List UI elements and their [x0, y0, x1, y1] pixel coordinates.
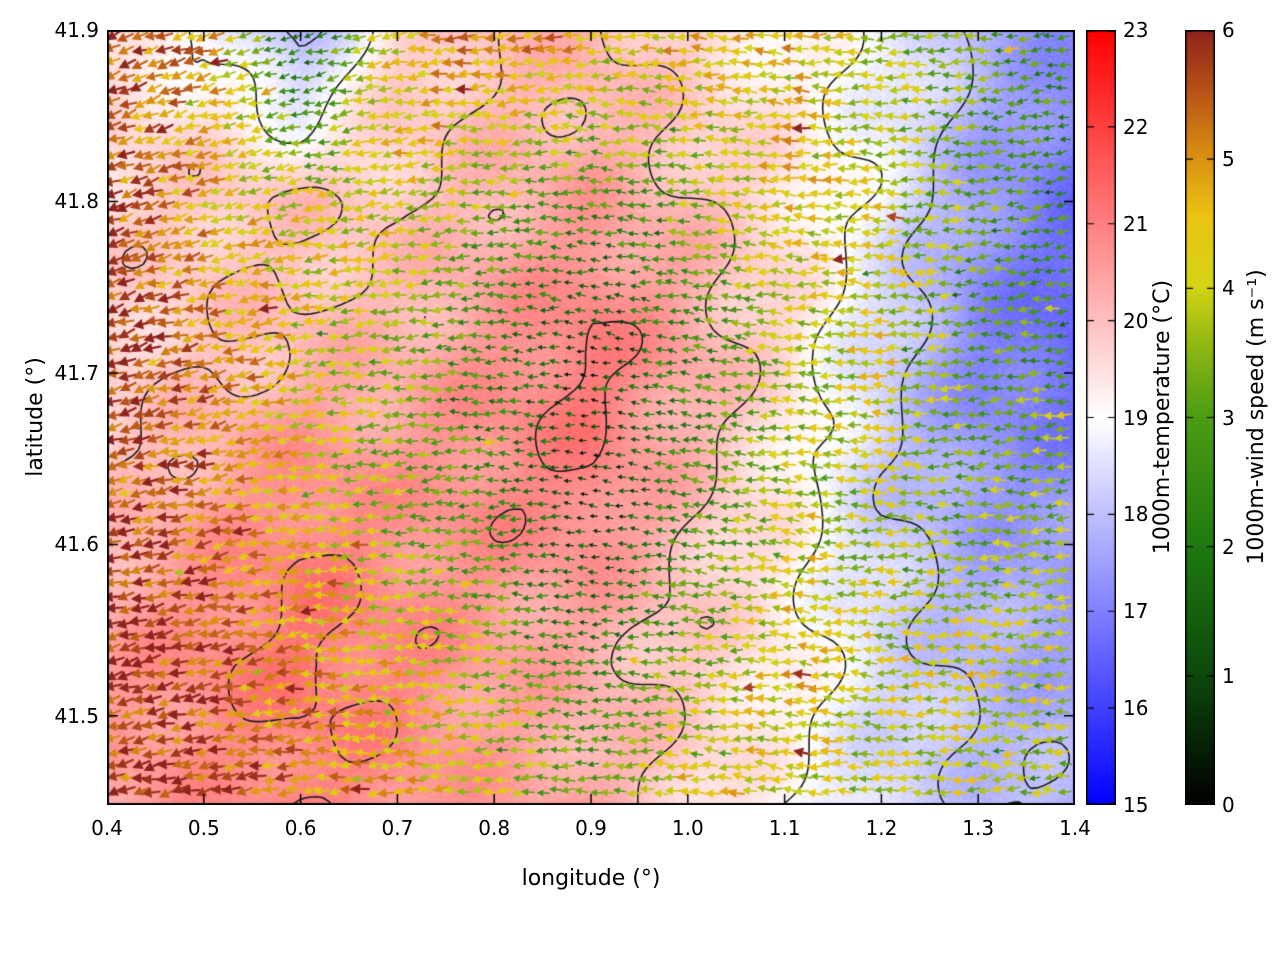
x-tick-label: 0.7	[381, 816, 414, 840]
x-tick-label: 1.2	[865, 816, 898, 840]
y-tick-label: 41.7	[54, 360, 99, 385]
temperature-colorbar-tick-label: 23	[1123, 18, 1149, 42]
wind-colorbar-tick-label: 0	[1222, 793, 1235, 817]
wind-colorbar-tick-label: 1	[1222, 663, 1235, 688]
y-tick-label: 41.9	[54, 18, 99, 42]
x-tick-label: 1.3	[962, 816, 995, 840]
y-tick-label: 41.5	[54, 703, 99, 728]
y-tick-label: 41.6	[54, 532, 99, 557]
main-plot-canvas	[107, 30, 1075, 805]
wind-colorbar-tick-label: 4	[1222, 276, 1235, 301]
x-tick-label: 0.8	[478, 816, 511, 840]
x-tick-label: 1.4	[1059, 816, 1091, 840]
wind-speed-colorbar	[1185, 30, 1215, 805]
x-tick-label: 0.4	[91, 816, 123, 840]
temperature-colorbar-tick-label: 22	[1123, 114, 1149, 139]
temperature-colorbar-tick-label: 18	[1123, 502, 1149, 527]
wind-colorbar-tick-label: 2	[1222, 534, 1235, 559]
temperature-colorbar-tick-label: 19	[1123, 405, 1149, 430]
wind-colorbar-tick-label: 5	[1222, 147, 1235, 172]
x-tick-label: 1.1	[768, 816, 801, 840]
temperature-colorbar-tick-label: 15	[1123, 793, 1149, 817]
temperature-colorbar-tick-label: 21	[1123, 211, 1149, 236]
temperature-colorbar-tick-label: 20	[1123, 308, 1149, 333]
temperature-colorbar	[1086, 30, 1116, 805]
y-axis-label: latitude (°)	[23, 357, 48, 477]
temperature-colorbar-tick-label: 17	[1123, 599, 1149, 624]
wind-colorbar-tick-label: 3	[1222, 405, 1235, 430]
x-tick-label: 0.6	[284, 816, 317, 840]
x-tick-label: 0.5	[187, 816, 220, 840]
x-tick-label: 1.0	[671, 816, 704, 840]
x-tick-label: 0.9	[575, 816, 607, 840]
temperature-colorbar-tick-label: 16	[1123, 696, 1149, 721]
y-tick-label: 41.8	[54, 189, 99, 214]
x-axis-label: longitude (°)	[521, 866, 661, 891]
wind-colorbar-tick-label: 6	[1222, 18, 1235, 42]
